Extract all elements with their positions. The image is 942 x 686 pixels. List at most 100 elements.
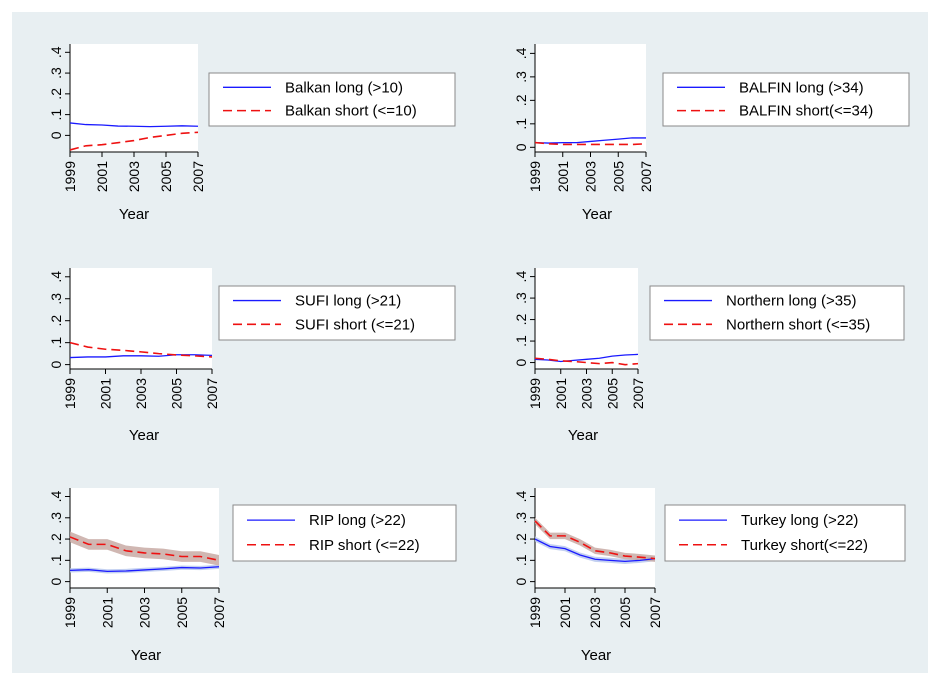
legend-box <box>208 72 456 127</box>
long-series-line <box>69 122 199 128</box>
legend-label: Turkey long (>22) <box>741 512 858 529</box>
y-tick-label: .4 <box>513 271 529 283</box>
y-tick-label: .2 <box>513 314 529 326</box>
legend-label: BALFIN short(<=34) <box>739 103 873 120</box>
x-tick-label: 2005 <box>158 161 174 192</box>
y-tick-label: .4 <box>48 271 64 283</box>
legend-box <box>218 285 456 341</box>
x-tick-label: 1999 <box>62 378 78 409</box>
legend-box <box>664 504 906 562</box>
plot-area <box>70 44 198 152</box>
chart-panel-1: 0 .1 .2 .3 .4 1999 2001 2003 2005 2007 Year Balkan … <box>48 44 456 223</box>
plot-area <box>535 268 638 369</box>
y-tick-label: .4 <box>513 490 529 502</box>
y-tick-label: 0 <box>48 131 64 139</box>
legend-label: Northern long (>35) <box>726 293 857 310</box>
x-axis-title: Year <box>129 427 159 444</box>
short-series-line <box>534 141 647 146</box>
short-series-line <box>69 341 213 358</box>
x-tick-label: 1999 <box>62 597 78 628</box>
x-tick-label: 2005 <box>604 378 620 409</box>
x-tick-label: 1999 <box>62 161 78 192</box>
legend-label: BALFIN long (>34) <box>739 79 864 96</box>
x-axis-title: Year <box>582 206 612 223</box>
confidence-band <box>535 536 655 564</box>
x-tick-label: 2001 <box>98 378 114 409</box>
short-series-line <box>69 131 199 151</box>
y-tick-label: .3 <box>48 67 64 79</box>
x-tick-label: 2001 <box>99 597 115 628</box>
long-series-line <box>69 566 220 573</box>
legend-label: RIP long (>22) <box>309 512 406 529</box>
x-tick-label: 1999 <box>527 597 543 628</box>
plot-area <box>70 488 219 588</box>
x-tick-label: 2001 <box>557 597 573 628</box>
x-tick-label: 2001 <box>555 161 571 192</box>
legend-label: SUFI long (>21) <box>295 293 401 310</box>
legend-box <box>662 72 910 127</box>
y-tick-label: .1 <box>48 337 64 349</box>
x-tick-label: 2007 <box>647 597 663 628</box>
y-tick-label: .2 <box>48 88 64 100</box>
y-tick-label: .1 <box>48 554 64 566</box>
y-tick-label: .4 <box>513 47 529 59</box>
plot-area <box>70 268 212 369</box>
x-tick-label: 2007 <box>204 378 220 409</box>
y-tick-label: .3 <box>48 293 64 305</box>
y-tick-label: .4 <box>48 490 64 502</box>
x-axis-title: Year <box>581 647 611 664</box>
y-tick-label: .4 <box>48 46 64 58</box>
y-tick-label: .2 <box>48 315 64 327</box>
x-tick-label: 2007 <box>190 161 206 192</box>
long-series-line <box>534 538 656 563</box>
x-tick-label: 2005 <box>617 597 633 628</box>
legend-label: SUFI short (<=21) <box>295 316 415 333</box>
x-axis-title: Year <box>131 647 161 664</box>
y-tick-label: 0 <box>48 578 64 586</box>
y-tick-label: .1 <box>513 554 529 566</box>
y-tick-label: .1 <box>48 109 64 121</box>
y-tick-label: .2 <box>513 94 529 106</box>
y-tick-label: .3 <box>513 512 529 524</box>
x-tick-label: 2003 <box>133 378 149 409</box>
y-tick-label: .1 <box>513 118 529 130</box>
x-axis-title: Year <box>119 206 149 223</box>
y-tick-label: 0 <box>513 143 529 151</box>
x-tick-label: 1999 <box>527 161 543 192</box>
legend-box <box>232 504 457 562</box>
y-tick-label: .3 <box>48 512 64 524</box>
y-tick-label: .2 <box>513 533 529 545</box>
y-tick-label: .2 <box>48 533 64 545</box>
short-series-line <box>69 536 220 562</box>
chart-panel-6: 0 .1 .2 .3 .4 1999 2001 2003 2005 2007 Year Turkey … <box>513 488 906 664</box>
legend-box <box>649 285 905 341</box>
legend-label: Balkan long (>10) <box>285 79 403 96</box>
x-tick-label: 2007 <box>211 597 227 628</box>
x-tick-label: 2003 <box>137 597 153 628</box>
legend-label: Turkey short(<=22) <box>741 537 868 554</box>
short-series-line <box>534 357 639 366</box>
x-tick-label: 2003 <box>587 597 603 628</box>
legend-label: Balkan short (<=10) <box>285 103 417 120</box>
chart-panel-2: 0 .1 .2 .3 .4 1999 2001 2003 2005 2007 Year BALFIN … <box>513 44 910 223</box>
chart-panel-3: 0 .1 .2 .3 .4 1999 2001 2003 2005 2007 Year SUFI lo… <box>48 268 456 444</box>
x-tick-label: 2001 <box>553 378 569 409</box>
x-tick-label: 2003 <box>583 161 599 192</box>
x-tick-label: 2007 <box>630 378 646 409</box>
x-tick-label: 1999 <box>527 378 543 409</box>
legend-label: Northern short (<=35) <box>726 316 870 333</box>
x-tick-label: 2005 <box>610 161 626 192</box>
x-tick-label: 2007 <box>638 161 654 192</box>
plot-area <box>535 44 646 152</box>
long-series-line <box>69 354 213 359</box>
y-tick-label: .3 <box>513 71 529 83</box>
y-tick-label: .1 <box>513 335 529 347</box>
chart-panel-4: 0 .1 .2 .3 .4 1999 2001 2003 2005 2007 Year Norther… <box>513 268 905 444</box>
x-axis-title: Year <box>568 427 598 444</box>
long-series-line <box>534 137 646 144</box>
x-tick-label: 2005 <box>174 597 190 628</box>
x-tick-label: 2003 <box>126 161 142 192</box>
x-tick-label: 2001 <box>94 161 110 192</box>
